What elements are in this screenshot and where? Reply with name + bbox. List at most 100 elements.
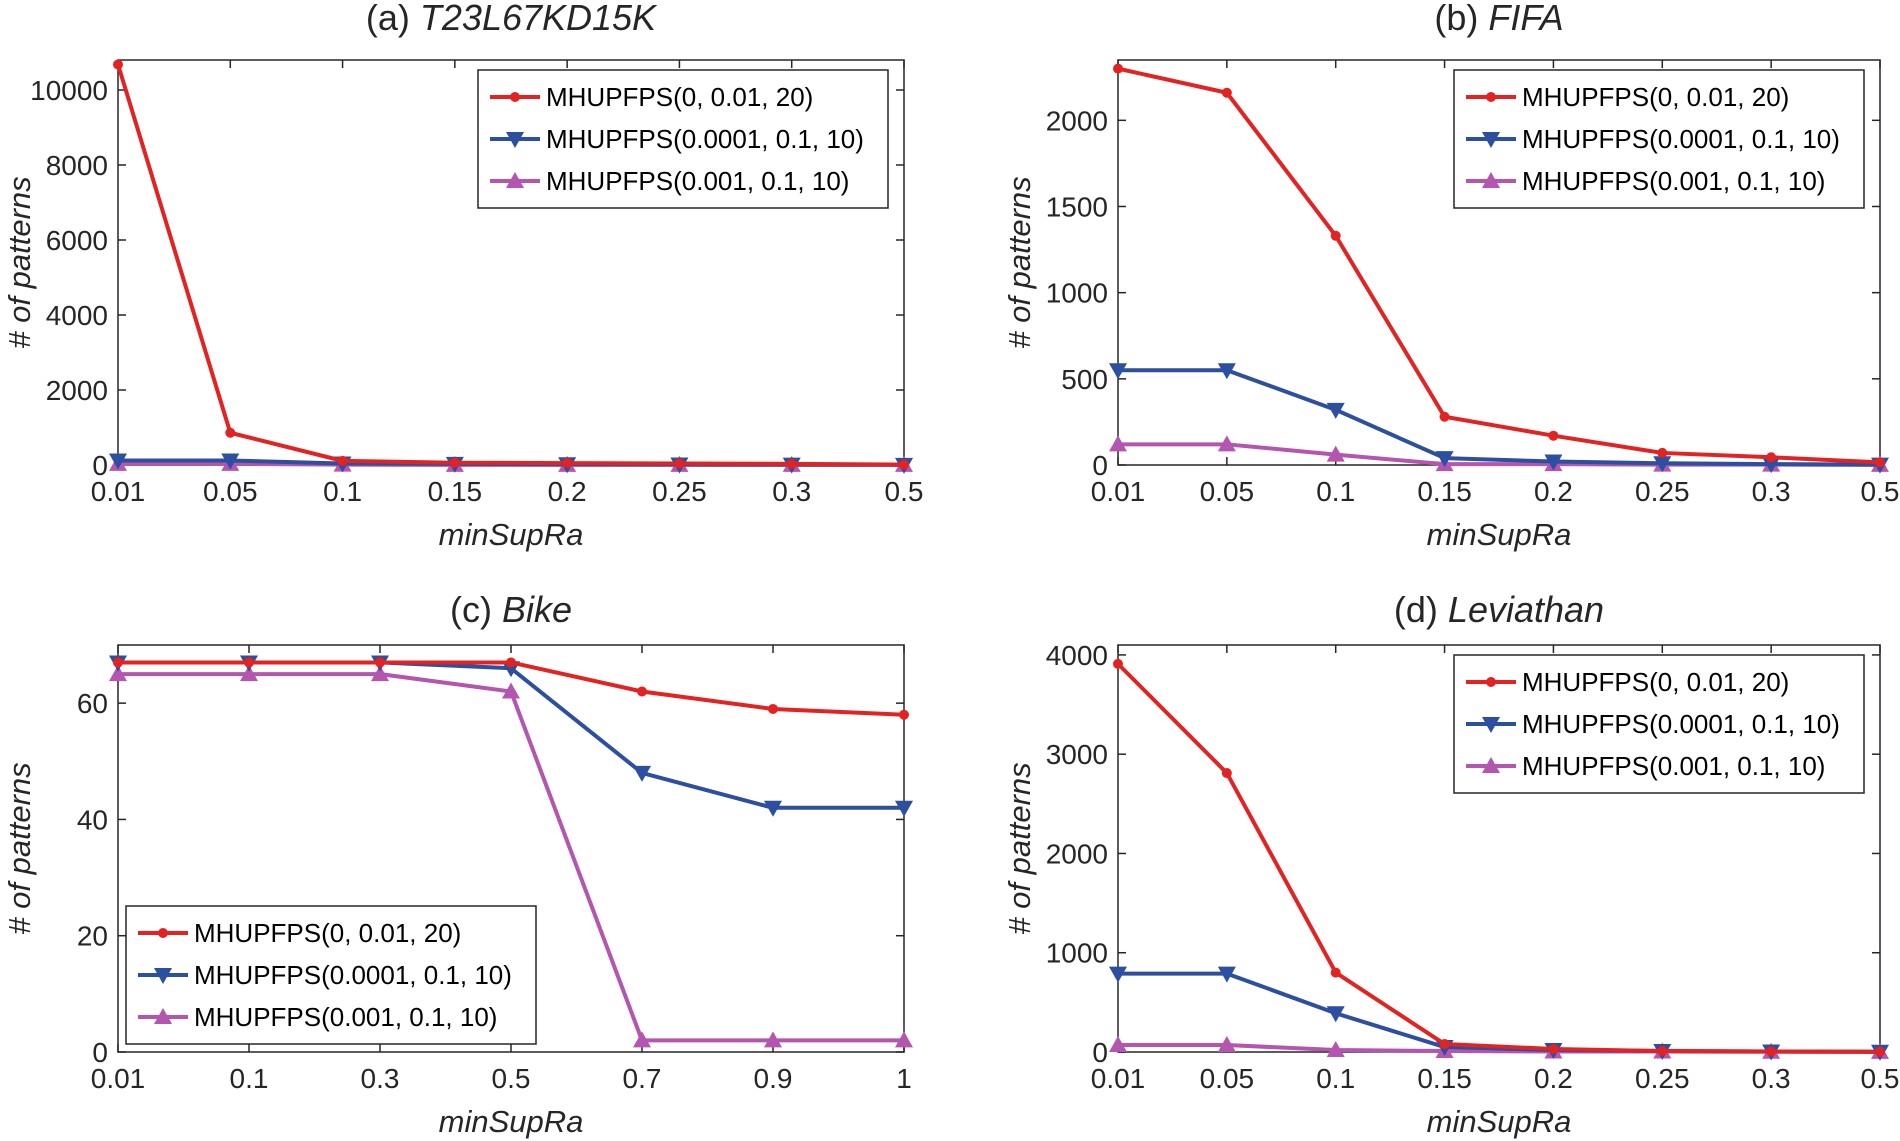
legend-marker xyxy=(158,928,168,938)
x-tick-label: 0.1 xyxy=(323,476,362,507)
x-tick-label: 0.25 xyxy=(652,476,707,507)
x-tick-label: 0.05 xyxy=(203,476,258,507)
series-line xyxy=(1117,66,1881,465)
x-tick-label: 0.3 xyxy=(772,476,811,507)
data-point xyxy=(1435,451,1454,468)
x-tick-label: 0.05 xyxy=(1200,1063,1255,1094)
data-point xyxy=(1326,1041,1345,1058)
y-tick-label: 4000 xyxy=(46,300,108,331)
data-point xyxy=(786,458,797,469)
data-point xyxy=(895,800,913,817)
data-point xyxy=(637,686,647,697)
x-tick-label: 0.2 xyxy=(1534,476,1573,507)
legend-marker xyxy=(154,1008,172,1024)
data-point xyxy=(899,459,909,470)
x-tick-label: 0.5 xyxy=(885,476,924,507)
chart-title: (c) Bike xyxy=(450,589,572,630)
legend-marker xyxy=(1482,757,1500,773)
data-point xyxy=(1113,658,1123,669)
data-point xyxy=(764,1031,782,1048)
chart-title: (a) T23L67KD15K xyxy=(366,0,658,38)
legend-entry: MHUPFPS(0.001, 0.1, 10) xyxy=(546,166,849,196)
chart-title: (b) FIFA xyxy=(1434,0,1563,38)
chart-panel-1: (a) T23L67KD15K 0.01 0.05 0.1 0.15 0.2 0.25 0.3… xyxy=(2,0,923,552)
legend: MHUPFPS(0, 0.01, 20) MHUPFPS(0.0001, 0.1,… xyxy=(125,905,537,1045)
data-point xyxy=(1548,430,1559,441)
data-point xyxy=(1330,230,1341,241)
data-point xyxy=(244,657,254,668)
chart-title-prefix: (a) xyxy=(366,0,420,38)
data-point xyxy=(1109,1036,1127,1053)
x-tick-label: 0.7 xyxy=(623,1063,662,1094)
legend-entry: MHUPFPS(0, 0.01, 20) xyxy=(1522,667,1789,697)
x-axis-label: minSupRa xyxy=(439,517,584,552)
chart-panel-2: (b) FIFA 0.01 0.05 0.1 0.15 0.2 0.25 0.3 0.5 0 500… xyxy=(1002,0,1899,552)
data-point xyxy=(1326,1006,1345,1023)
data-point xyxy=(1875,457,1885,468)
x-tick-label: 0.3 xyxy=(1752,1063,1791,1094)
x-tick-label: 0.1 xyxy=(230,1063,269,1094)
y-tick-label: 8000 xyxy=(46,150,108,181)
series-1 xyxy=(1113,658,1885,1057)
chart-title-dataset: T23L67KD15K xyxy=(420,0,658,38)
chart-panel-3: (c) Bike 0.01 0.1 0.3 0.5 0.7 0.9 1 0 20 40 60 minSu… xyxy=(2,589,913,1139)
data-point xyxy=(506,657,516,668)
x-tick-label: 0.01 xyxy=(91,1063,146,1094)
y-tick-label: 1500 xyxy=(1046,191,1108,222)
data-point xyxy=(1109,363,1127,380)
data-point xyxy=(113,657,123,668)
chart-title-prefix: (c) xyxy=(450,589,502,630)
chart-title-dataset: Leviathan xyxy=(1448,589,1604,630)
y-tick-label: 0 xyxy=(92,450,108,481)
data-point xyxy=(1217,363,1236,380)
legend-entry: MHUPFPS(0.0001, 0.1, 10) xyxy=(546,124,864,154)
legend: MHUPFPS(0, 0.01, 20) MHUPFPS(0.0001, 0.1,… xyxy=(477,69,889,209)
y-tick-label: 0 xyxy=(1092,1037,1108,1068)
data-point xyxy=(375,657,385,668)
legend-entry: MHUPFPS(0.0001, 0.1, 10) xyxy=(1522,124,1840,154)
chart-panel-4: (d) Leviathan 0.01 0.05 0.1 0.15 0.2 0.25 0.3 0.… xyxy=(1002,589,1899,1139)
data-point xyxy=(1109,966,1127,983)
data-point xyxy=(225,427,236,438)
data-point xyxy=(1548,1044,1559,1055)
legend-entry: MHUPFPS(0.001, 0.1, 10) xyxy=(1522,166,1825,196)
legend-box xyxy=(477,69,889,209)
chart-title: (d) Leviathan xyxy=(1394,589,1604,630)
y-tick-label: 60 xyxy=(77,688,108,719)
x-tick-label: 0.3 xyxy=(361,1063,400,1094)
data-point xyxy=(1657,447,1668,458)
legend: MHUPFPS(0, 0.01, 20) MHUPFPS(0.0001, 0.1,… xyxy=(1453,654,1865,794)
legend-marker xyxy=(506,132,524,148)
data-point xyxy=(1217,1036,1236,1053)
x-axis-label: minSupRa xyxy=(1427,517,1572,552)
x-tick-label: 0.15 xyxy=(1417,476,1472,507)
data-point xyxy=(1221,768,1232,779)
y-tick-label: 40 xyxy=(77,804,108,835)
data-point xyxy=(1766,452,1777,463)
data-point xyxy=(1762,457,1781,474)
x-tick-label: 0.5 xyxy=(492,1063,531,1094)
legend-box xyxy=(1453,69,1865,209)
data-point xyxy=(1653,456,1672,473)
data-point xyxy=(240,665,258,682)
data-point xyxy=(633,1031,651,1048)
y-tick-label: 4000 xyxy=(1046,640,1108,671)
data-point xyxy=(109,453,127,470)
data-point xyxy=(1330,967,1341,978)
data-point xyxy=(895,1031,913,1048)
legend-marker xyxy=(1482,132,1500,148)
legend-marker xyxy=(1486,92,1496,102)
data-point xyxy=(1766,1046,1777,1057)
x-tick-label: 0.9 xyxy=(754,1063,793,1094)
data-point xyxy=(449,457,460,468)
y-tick-label: 2000 xyxy=(46,375,108,406)
x-tick-label: 0.15 xyxy=(1417,1063,1472,1094)
data-point xyxy=(113,59,123,70)
chart-title-dataset: FIFA xyxy=(1488,0,1563,38)
data-point xyxy=(768,703,778,714)
data-point xyxy=(109,665,127,682)
legend-entry: MHUPFPS(0, 0.01, 20) xyxy=(194,918,461,948)
data-point xyxy=(674,458,685,469)
y-axis-label: # of patterns xyxy=(1002,176,1037,348)
